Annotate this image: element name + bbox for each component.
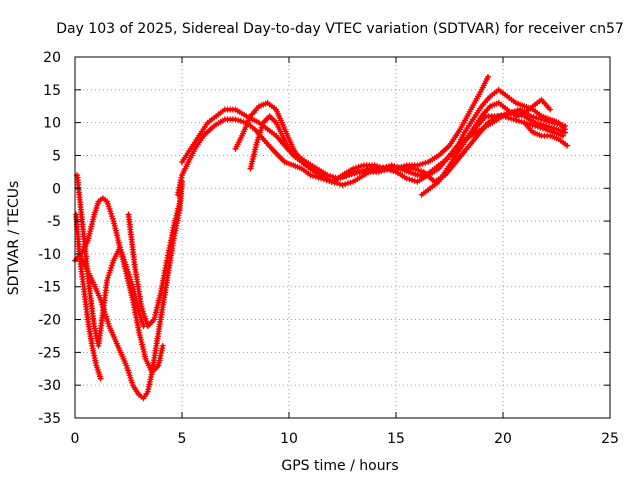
series-markers [247, 106, 569, 185]
y-tick-label: 20 [43, 50, 61, 66]
plot-frame [74, 56, 611, 419]
x-axis-label: GPS time / hours [281, 458, 398, 474]
x-tick-label: 15 [387, 431, 405, 447]
y-tick-label: -10 [38, 247, 61, 263]
y-tick-label: -25 [38, 345, 61, 361]
y-tick-label: 0 [52, 181, 61, 197]
series-markers [521, 119, 571, 149]
y-axis-label: SDTVAR / TECUs [6, 181, 22, 296]
x-tick-label: 20 [494, 431, 512, 447]
y-tick-label: 15 [43, 83, 61, 99]
series-line [180, 75, 490, 187]
grid [75, 57, 610, 418]
x-tick-label: 25 [601, 431, 619, 447]
y-tick-label: -20 [38, 313, 61, 329]
series-markers [418, 96, 554, 198]
series-group [72, 73, 571, 402]
y-tick-label: -30 [38, 378, 61, 394]
y-tick-label: -5 [47, 214, 61, 230]
series-track-11 [521, 119, 571, 149]
y-tick-label: -15 [38, 280, 61, 296]
series-markers [452, 86, 569, 152]
series-track-12 [452, 86, 569, 152]
axis-ticks: 0 5 10 15 20 25 -35 -30 -25 -20 -15 -10 -5 0 5 10 15 20 [38, 50, 619, 447]
y-tick-label: 10 [43, 116, 61, 132]
x-tick-label: 0 [71, 431, 80, 447]
series-track-5 [125, 178, 185, 330]
chart-title: Day 103 of 2025, Sidereal Day-to-day VTE… [56, 21, 624, 37]
series-markers [125, 178, 185, 330]
y-tick-label: 5 [52, 148, 61, 164]
series-track-9 [247, 106, 569, 185]
y-tick-label: -35 [38, 411, 61, 427]
x-tick-label: 5 [178, 431, 187, 447]
x-tick-label: 10 [280, 431, 298, 447]
